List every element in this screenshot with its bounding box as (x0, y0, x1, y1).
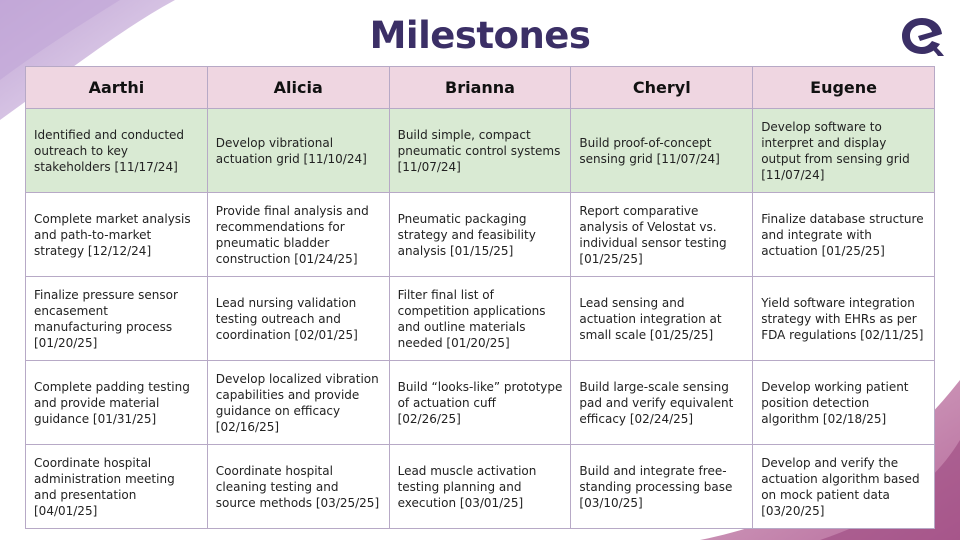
milestones-table: Aarthi Alicia Brianna Cheryl Eugene Iden… (25, 66, 935, 529)
table-cell: Develop working patient position detecti… (752, 360, 935, 445)
table-cell: Filter final list of competition applica… (388, 276, 572, 361)
table-cell: Lead muscle activation testing planning … (388, 444, 572, 529)
table-cell: Develop and verify the actuation algorit… (752, 444, 935, 529)
table-cell: Identified and conducted outreach to key… (25, 108, 208, 193)
column-header-cheryl: Cheryl (570, 66, 754, 109)
table-cell: Build and integrate free-standing proces… (570, 444, 754, 529)
table-cell: Coordinate hospital cleaning testing and… (206, 444, 390, 529)
table-header-row: Aarthi Alicia Brianna Cheryl Eugene (25, 66, 935, 109)
table-cell: Pneumatic packaging strategy and feasibi… (388, 192, 572, 277)
table-cell: Lead nursing validation testing outreach… (206, 276, 390, 361)
table-cell: Provide final analysis and recommendatio… (206, 192, 390, 277)
table-cell: Yield software integration strategy with… (752, 276, 935, 361)
column-header-eugene: Eugene (752, 66, 935, 109)
table-cell: Report comparative analysis of Velostat … (570, 192, 754, 277)
table-cell: Build simple, compact pneumatic control … (388, 108, 572, 193)
table-cell: Build large-scale sensing pad and verify… (570, 360, 754, 445)
table-cell: Finalize database structure and integrat… (752, 192, 935, 277)
page-title: Milestones (369, 14, 591, 57)
table-row: Complete padding testing and provide mat… (25, 360, 935, 445)
table-cell: Complete padding testing and provide mat… (25, 360, 208, 445)
table-cell: Develop localized vibration capabilities… (206, 360, 390, 445)
column-header-alicia: Alicia (206, 66, 390, 109)
table-cell: Lead sensing and actuation integration a… (570, 276, 754, 361)
table-row: Finalize pressure sensor encasement manu… (25, 276, 935, 361)
table-row: Identified and conducted outreach to key… (25, 108, 935, 193)
table-cell: Coordinate hospital administration meeti… (25, 444, 208, 529)
brand-logo-icon (902, 18, 944, 56)
table-row: Coordinate hospital administration meeti… (25, 444, 935, 529)
table-row: Complete market analysis and path-to-mar… (25, 192, 935, 277)
table-cell: Complete market analysis and path-to-mar… (25, 192, 208, 277)
column-header-aarthi: Aarthi (25, 66, 208, 109)
table-cell: Build proof-of-concept sensing grid [11/… (570, 108, 754, 193)
table-cell: Develop vibrational actuation grid [11/1… (206, 108, 390, 193)
column-header-brianna: Brianna (388, 66, 572, 109)
table-cell: Develop software to interpret and displa… (752, 108, 935, 193)
table-cell: Finalize pressure sensor encasement manu… (25, 276, 208, 361)
table-cell: Build “looks-like” prototype of actuatio… (388, 360, 572, 445)
